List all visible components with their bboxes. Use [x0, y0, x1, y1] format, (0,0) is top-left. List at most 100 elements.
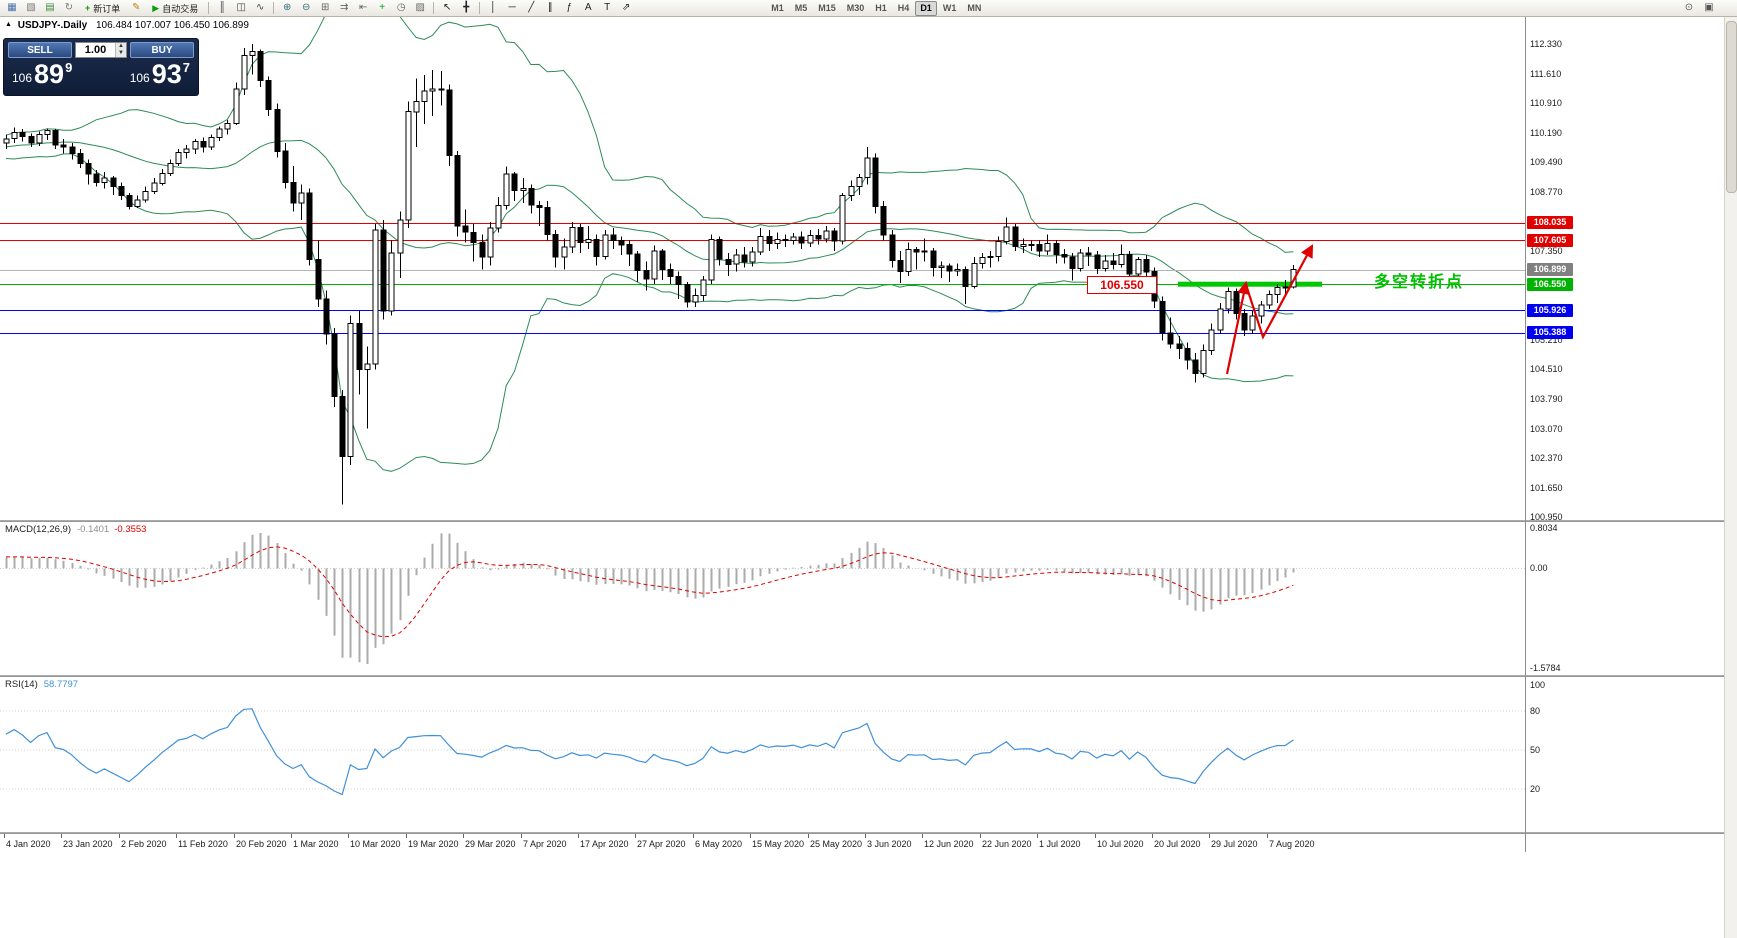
rsi-axis-label: 20 — [1530, 784, 1541, 794]
new-order-button[interactable]: + 新订单 — [79, 0, 126, 16]
sell-price-pip: 9 — [65, 60, 73, 75]
macd-axis-label: 0.8034 — [1530, 523, 1558, 533]
time-label: 17 Apr 2020 — [580, 839, 629, 849]
timeframe-m30[interactable]: M30 — [846, 2, 865, 13]
timeframe-h1[interactable]: H1 — [875, 2, 887, 13]
rsi-chart-canvas[interactable] — [0, 676, 1525, 832]
time-tick — [635, 834, 636, 838]
candlestick-chart-icon[interactable]: ◫ — [236, 2, 246, 13]
time-tick — [1267, 834, 1268, 838]
ohlc-values: 106.484 107.007 106.450 106.899 — [95, 20, 249, 31]
line-chart-icon[interactable]: ∿ — [256, 2, 265, 13]
scrollbar-thumb[interactable] — [1726, 21, 1737, 193]
price-tick-label: 112.330 — [1530, 39, 1562, 49]
indicators-icon[interactable]: + — [379, 2, 386, 13]
price-tick-label: 107.350 — [1530, 246, 1563, 256]
buy-price-pip: 7 — [182, 60, 190, 75]
price-tick-label: 102.370 — [1530, 453, 1563, 463]
candlestick-series — [3, 44, 1297, 505]
timeframe-m15[interactable]: M15 — [818, 2, 836, 13]
tile-windows-icon[interactable]: ⊞ — [321, 2, 330, 13]
search-icon[interactable]: ⊙ — [1684, 2, 1694, 13]
refresh-icon[interactable]: ↻ — [64, 2, 74, 13]
price-callout-box[interactable]: 106.550 — [1087, 276, 1157, 294]
timeframe-mn[interactable]: MN — [967, 2, 982, 13]
time-label: 25 May 2020 — [810, 839, 863, 849]
price-level-label-106.550: 106.550 — [1527, 278, 1573, 291]
trendline-icon[interactable]: ╱ — [528, 2, 535, 13]
sell-button[interactable]: SELL — [8, 42, 72, 58]
templates-icon[interactable]: ▨ — [415, 2, 425, 13]
time-label: 10 Mar 2020 — [350, 839, 401, 849]
vertical-scrollbar[interactable] — [1724, 17, 1737, 938]
auto-scroll-icon[interactable]: ⇉ — [340, 2, 349, 13]
label-icon[interactable]: T — [604, 2, 611, 13]
turning-point-annotation[interactable]: 多空转折点 — [1374, 274, 1465, 291]
bollinger-bands — [5, 17, 1294, 472]
stepper-up-icon[interactable]: ▲ — [116, 43, 126, 50]
price-tick-label: 108.770 — [1530, 187, 1563, 197]
macd-histogram — [5, 533, 1295, 664]
main-chart-canvas[interactable] — [0, 17, 1525, 521]
price-tick-label: 100.950 — [1530, 512, 1563, 522]
price-level-label-105.926: 105.926 — [1527, 304, 1573, 317]
crosshair-icon[interactable]: ╋ — [463, 2, 470, 13]
lot-size-field[interactable]: ▲▼ — [75, 42, 127, 58]
profiles-icon[interactable]: ▧ — [26, 2, 36, 13]
time-tick — [61, 834, 62, 838]
metaeditor-icon[interactable]: ✎ — [132, 2, 141, 13]
time-tick — [1152, 834, 1153, 838]
timeframe-m1[interactable]: M1 — [771, 2, 784, 13]
time-label: 2 Feb 2020 — [121, 839, 167, 849]
time-tick — [808, 834, 809, 838]
time-axis[interactable]: 4 Jan 2020 23 Jan 2020 2 Feb 2020 11 Feb 20… — [0, 832, 1724, 854]
price-axis[interactable]: 112.330 111.610 110.910 110.190 109.490 108.7… — [1525, 17, 1724, 852]
timeframe-w1[interactable]: W1 — [942, 2, 957, 13]
layout-icon[interactable]: ▣ — [1704, 2, 1714, 13]
periods-icon[interactable]: ◷ — [396, 2, 406, 13]
zoom-out-icon[interactable]: ⊖ — [302, 2, 311, 13]
lot-stepper[interactable]: ▲ ▼ — [115, 43, 126, 57]
chart-shift-icon[interactable]: ⇤ — [359, 2, 368, 13]
auto-trading-button-label: 自动交易 — [162, 3, 199, 14]
time-tick — [406, 834, 407, 838]
buy-button[interactable]: BUY — [130, 42, 194, 58]
symbol-marker-icon: ▲ — [5, 21, 12, 28]
price-level-label-108.035: 108.035 — [1527, 216, 1573, 229]
price-tick-label: 105.210 — [1530, 335, 1563, 345]
price-tick-label: 109.490 — [1530, 157, 1563, 167]
trend-arrows[interactable] — [1225, 244, 1314, 375]
horizontal-line-icon[interactable]: ─ — [508, 2, 516, 13]
bar-chart-icon[interactable]: ║ — [218, 2, 226, 13]
text-icon[interactable]: A — [584, 2, 592, 13]
macd-name: MACD(12,26,9) — [5, 524, 71, 535]
timeframe-h4[interactable]: H4 — [897, 2, 910, 13]
time-tick — [176, 834, 177, 838]
support-segment[interactable] — [1178, 281, 1322, 287]
stepper-down-icon[interactable]: ▼ — [116, 50, 126, 57]
panel-separator-rsi[interactable] — [0, 675, 1724, 677]
fibonacci-icon[interactable]: ƒ — [566, 2, 572, 13]
lot-size-input[interactable] — [76, 43, 115, 57]
buy-price: 106 93 7 — [130, 60, 190, 89]
cursor-icon[interactable]: ↖ — [443, 2, 452, 13]
auto-trading-button[interactable]: ▶ 自动交易 — [146, 0, 204, 16]
macd-axis-label: 0.00 — [1530, 563, 1548, 573]
zoom-in-icon[interactable]: ⊕ — [283, 2, 292, 13]
time-label: 11 Feb 2020 — [178, 839, 228, 849]
panel-separator-macd[interactable] — [0, 520, 1724, 522]
market-watch-icon[interactable]: ▤ — [45, 2, 55, 13]
macd-chart-canvas[interactable] — [0, 521, 1525, 676]
vertical-line-icon[interactable]: │ — [490, 2, 497, 13]
timeframe-m5[interactable]: M5 — [794, 2, 808, 13]
time-label: 15 May 2020 — [752, 839, 805, 849]
rsi-axis-label: 50 — [1530, 745, 1541, 755]
timeframe-d1[interactable]: D1 — [915, 0, 937, 16]
channel-icon[interactable]: ∥ — [547, 2, 553, 13]
time-tick — [521, 834, 522, 838]
new-chart-icon[interactable]: ▦ — [7, 2, 17, 13]
time-label: 29 Mar 2020 — [465, 839, 516, 849]
time-tick — [750, 834, 751, 838]
price-tick-label: 103.070 — [1530, 424, 1563, 434]
arrows-icon[interactable]: ⇗ — [622, 2, 631, 13]
